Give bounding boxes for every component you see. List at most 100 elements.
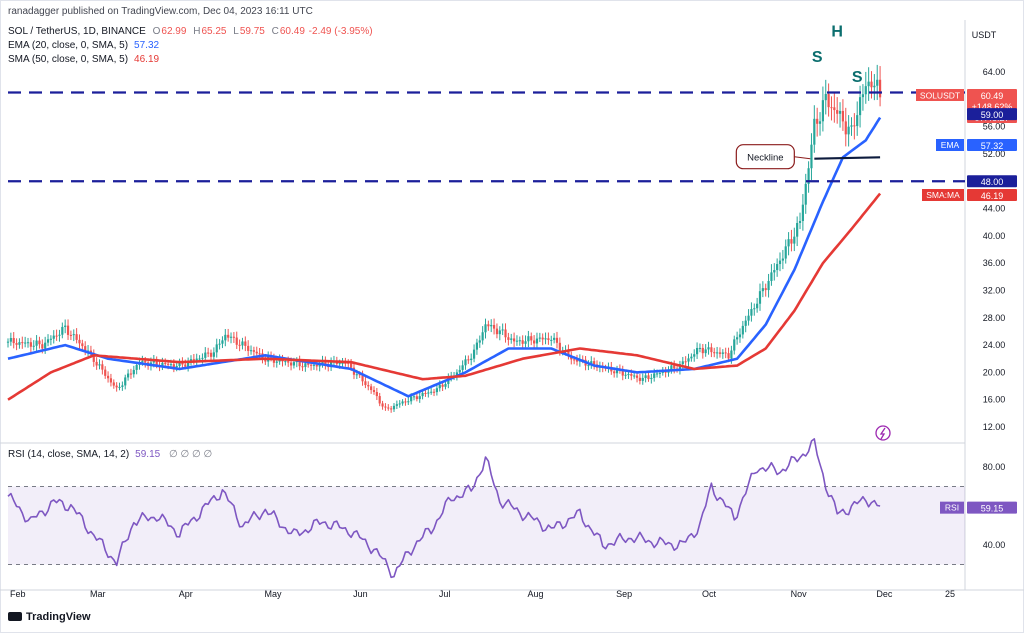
time-tick-label: Mar — [90, 589, 106, 599]
candle-body — [510, 338, 513, 340]
candle-body — [544, 338, 547, 340]
candle-body — [338, 363, 341, 365]
candle-body — [844, 121, 847, 135]
candle-body — [521, 340, 524, 344]
candle-body — [18, 342, 21, 345]
candle-body — [175, 366, 178, 368]
candle-body — [804, 183, 807, 205]
candle-body — [341, 362, 344, 364]
candle-body — [613, 371, 616, 374]
rsi-legend[interactable]: RSI (14, close, SMA, 14, 2) 59.15 ∅ ∅ ∅ ∅ — [8, 449, 212, 460]
candle-body — [472, 349, 476, 359]
candle-body — [75, 334, 78, 340]
time-tick-label: Sep — [616, 589, 632, 599]
candle-body — [58, 334, 61, 336]
candle-body — [238, 344, 241, 346]
candle-body — [535, 338, 539, 344]
candle-body — [412, 396, 416, 398]
candle-body — [630, 374, 633, 376]
ema-legend[interactable]: EMA (20, close, 0, SMA, 5) 57.32 — [8, 40, 159, 52]
candle-body — [475, 342, 479, 350]
symbol-tag — [916, 89, 964, 101]
candle-body — [512, 338, 516, 342]
price-tick-label: 16.00 — [983, 395, 1006, 405]
low-value: 59.75 — [239, 26, 265, 37]
rsi-value-text: 59.15 — [981, 504, 1004, 514]
candle-body — [361, 374, 364, 382]
candle-body — [52, 335, 55, 339]
time-tick-label: May — [264, 589, 282, 599]
candle-body — [650, 377, 653, 380]
candle-body — [824, 93, 827, 101]
candle-body — [856, 115, 859, 127]
candle-body — [801, 204, 804, 222]
candle-body — [621, 370, 624, 376]
neckline-line — [814, 156, 881, 160]
ema-value-tag — [967, 139, 1017, 151]
candle-body — [538, 337, 541, 339]
candle-body — [507, 337, 510, 340]
candle-body — [698, 347, 702, 349]
candle-body — [747, 315, 750, 321]
candle-body — [364, 381, 367, 386]
tradingview-logo[interactable]: TradingView — [8, 611, 91, 623]
candle-body — [101, 364, 104, 370]
sma-value-tag — [967, 189, 1017, 201]
candle-body — [106, 375, 110, 379]
candle-body — [358, 374, 361, 376]
candle-body — [401, 401, 404, 404]
symbol-title[interactable]: SOL / TetherUS, 1D, BINANCE — [8, 26, 146, 37]
candle-body — [558, 342, 561, 351]
candle-body — [424, 392, 427, 394]
candle-body — [181, 362, 184, 365]
candle-body — [750, 309, 753, 316]
close-label: C — [271, 26, 279, 37]
candle-body — [753, 308, 756, 310]
candle-body — [404, 401, 407, 403]
candle-body — [6, 341, 10, 343]
time-tick-label: Nov — [791, 589, 808, 599]
price-tick-label: 12.00 — [983, 422, 1006, 432]
candle-body — [89, 350, 93, 353]
candle-body — [781, 258, 784, 261]
price-tick-label: 20.00 — [983, 367, 1006, 377]
candle-body — [693, 354, 696, 357]
candle-body — [44, 342, 47, 349]
level-59-text: 59.00 — [981, 110, 1004, 120]
candle-body — [124, 377, 127, 386]
candle-body — [635, 375, 639, 378]
candle-body — [830, 107, 833, 109]
candle-body — [167, 363, 170, 365]
candle-body — [221, 340, 224, 344]
candle-body — [841, 110, 845, 122]
candle-body — [384, 406, 387, 408]
candle-body — [861, 94, 865, 98]
candle-body — [481, 332, 484, 341]
neckline-label: Neckline — [747, 153, 783, 164]
candle-body — [84, 346, 87, 351]
rsi-value-tag — [967, 501, 1017, 514]
candle-body — [35, 340, 38, 346]
candle-body — [38, 340, 41, 345]
candle-body — [12, 338, 15, 344]
candle-body — [778, 260, 782, 265]
sma-legend-label: SMA (50, close, 0, SMA, 5) — [8, 54, 129, 65]
candle-body — [235, 337, 238, 345]
candle-body — [810, 144, 813, 169]
candle-body — [109, 378, 113, 383]
candle-body — [126, 373, 130, 378]
candle-body — [495, 328, 499, 335]
sma-legend[interactable]: SMA (50, close, 0, SMA, 5) 46.19 — [8, 54, 159, 66]
candle-body — [298, 360, 301, 367]
candle-body — [478, 340, 481, 343]
candle-body — [490, 324, 493, 327]
candle-body — [392, 405, 396, 410]
candle-body — [195, 358, 198, 361]
price-tick-label: 52.00 — [983, 149, 1006, 159]
candle-body — [730, 350, 733, 359]
candle-body — [318, 364, 321, 367]
ema-legend-value: 57.32 — [134, 40, 160, 51]
candle-body — [304, 363, 307, 367]
candle-body — [249, 350, 253, 352]
